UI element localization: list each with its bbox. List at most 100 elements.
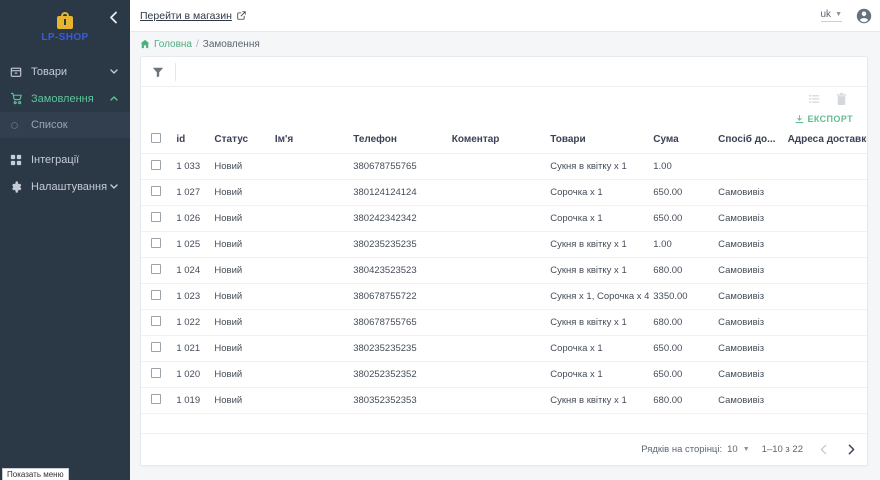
row-checkbox-cell[interactable] [141, 179, 173, 206]
cell-address [783, 309, 867, 336]
language-select[interactable]: uk ▼ [820, 9, 842, 22]
row-checkbox-cell[interactable] [141, 231, 173, 258]
cell-address [783, 205, 867, 232]
sidebar-item-spysok[interactable]: Список [0, 112, 130, 138]
header-name[interactable]: Ім'я [270, 127, 350, 154]
row-checkbox-cell[interactable] [141, 205, 173, 232]
row-checkbox-cell[interactable] [141, 361, 173, 388]
cell-phone: 380124124124 [349, 179, 448, 206]
sidebar-item-label: Замовлення [31, 92, 94, 105]
chevron-up-icon[interactable] [108, 96, 120, 101]
table-row[interactable]: 1 021 Новий 380235235235 Сорочка х 1 650.00 С… [141, 335, 867, 362]
table-row[interactable]: 1 027 Новий 380124124124 Сорочка х 1 650.00 С… [141, 179, 867, 206]
row-checkbox[interactable] [151, 394, 161, 404]
select-all-checkbox[interactable] [151, 133, 161, 143]
shopping-bag-icon [57, 11, 73, 29]
breadcrumb-home-link[interactable]: Головна [154, 38, 192, 50]
cell-id: 1 022 [172, 309, 211, 336]
account-circle-icon[interactable] [856, 8, 872, 24]
row-checkbox-cell[interactable] [141, 387, 173, 414]
cell-phone: 380678755722 [349, 283, 448, 310]
trash-icon[interactable] [836, 93, 847, 105]
row-checkbox-cell[interactable] [141, 283, 173, 310]
row-checkbox-cell[interactable] [141, 257, 173, 284]
language-value: uk [820, 9, 832, 20]
row-checkbox[interactable] [151, 212, 161, 222]
cell-id: 1 021 [172, 335, 211, 362]
chevron-down-icon[interactable] [108, 184, 120, 189]
chevron-left-icon[interactable] [815, 442, 831, 458]
main-area: Перейти в магазин uk ▼ Головна / Замовле… [130, 0, 880, 480]
table-row[interactable]: 1 019 Новий 380352352353 Сукня в квітку х 1… [141, 387, 867, 414]
select-all-header [141, 127, 173, 154]
sidebar-item-tovary[interactable]: Товари [0, 58, 130, 85]
row-checkbox-cell[interactable] [141, 309, 173, 336]
dot-icon [10, 121, 26, 129]
download-icon [795, 114, 804, 124]
table-row[interactable]: 1 025 Новий 380235235235 Сукня в квітку х 1… [141, 231, 867, 258]
rows-per-page-value: 10 [727, 444, 738, 455]
header-delivery-method[interactable]: Спосіб до... [714, 127, 784, 154]
row-checkbox[interactable] [151, 290, 161, 300]
row-checkbox[interactable] [151, 186, 161, 196]
home-icon[interactable] [140, 39, 150, 49]
cell-phone: 380252352352 [349, 361, 448, 388]
sidebar-item-integracii[interactable]: Інтеграції [0, 146, 130, 173]
row-checkbox[interactable] [151, 342, 161, 352]
header-phone[interactable]: Телефон [349, 127, 448, 154]
table-row[interactable]: 1 024 Новий 380423523523 Сукня в квітку х 1… [141, 257, 867, 284]
rows-per-page-select[interactable]: Рядків на сторінці: 10 ▼ [641, 444, 749, 455]
sidebar-item-nalashtuvannya[interactable]: Налаштування [0, 173, 130, 200]
cell-id: 1 026 [172, 205, 211, 232]
cell-name [270, 361, 350, 388]
header-sum[interactable]: Сума [649, 127, 715, 154]
chevron-right-icon[interactable] [843, 442, 859, 458]
sidebar-item-label: Список [31, 119, 68, 131]
table-row[interactable]: 1 022 Новий 380678755765 Сукня в квітку х 1… [141, 309, 867, 336]
go-to-shop-link[interactable]: Перейти в магазин [140, 10, 246, 22]
row-checkbox[interactable] [151, 238, 161, 248]
orders-table-scroll[interactable]: id Статус Ім'я Телефон Коментар Товари С… [141, 127, 867, 433]
header-id[interactable]: id [172, 127, 211, 154]
row-checkbox[interactable] [151, 160, 161, 170]
cell-status: Новий [210, 361, 271, 388]
table-row[interactable]: 1 026 Новий 380242342342 Сорочка х 1 650.00 С… [141, 205, 867, 232]
row-checkbox[interactable] [151, 264, 161, 274]
cell-id: 1 019 [172, 387, 211, 414]
sidebar-item-zamovlennya[interactable]: Замовлення [0, 85, 130, 112]
table-body: 1 033 Новий 380678755765 Сукня в квітку х 1… [141, 153, 867, 434]
top-bar: Перейти в магазин uk ▼ [130, 0, 880, 32]
header-delivery-address[interactable]: Адреса доставки [783, 127, 867, 154]
export-button[interactable]: Експорт [795, 114, 853, 124]
cell-comment [447, 205, 547, 232]
cell-name [270, 205, 350, 232]
table-row[interactable]: 1 020 Новий 380252352352 Сорочка х 1 650.00 С… [141, 361, 867, 388]
row-checkbox[interactable] [151, 368, 161, 378]
chevron-down-icon: ▼ [742, 446, 750, 453]
brand-logo[interactable]: LP-SHOP [0, 0, 130, 50]
cell-address [783, 387, 867, 414]
cell-sum: 680.00 [649, 309, 715, 336]
chevron-left-icon[interactable] [104, 8, 122, 26]
header-comment[interactable]: Коментар [447, 127, 547, 154]
chevron-down-icon[interactable] [108, 69, 120, 74]
cell-id: 1 023 [172, 283, 211, 310]
filter-icon[interactable] [147, 61, 169, 83]
cell-delivery: Самовивіз [714, 335, 784, 362]
table-header-row: id Статус Ім'я Телефон Коментар Товари С… [141, 127, 867, 154]
cell-id: 1 024 [172, 257, 211, 284]
cell-goods: Сукня в квітку х 1 [546, 387, 650, 414]
table-row[interactable]: 1 023 Новий 380678755722 Сукня х 1, Сорочка… [141, 283, 867, 310]
list-columns-icon[interactable] [808, 93, 820, 105]
row-checkbox[interactable] [151, 316, 161, 326]
row-checkbox-cell[interactable] [141, 153, 173, 180]
header-goods[interactable]: Товари [546, 127, 650, 154]
cell-sum: 1.00 [649, 231, 715, 258]
sidebar: LP-SHOP Товари Замовлення [0, 0, 130, 480]
table-filler-row [141, 414, 867, 434]
row-checkbox-cell[interactable] [141, 335, 173, 362]
cell-status: Новий [210, 283, 271, 310]
header-status[interactable]: Статус [210, 127, 271, 154]
sidebar-item-label: Налаштування [31, 180, 108, 193]
table-row[interactable]: 1 033 Новий 380678755765 Сукня в квітку х 1… [141, 153, 867, 180]
